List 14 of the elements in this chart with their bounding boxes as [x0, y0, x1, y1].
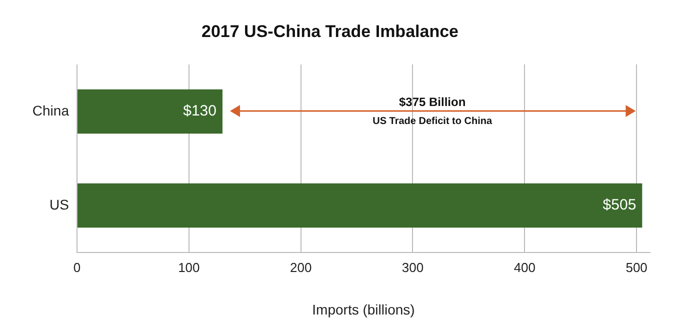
data-label: $130: [183, 102, 216, 120]
annotation: US Trade Deficit to China: [372, 116, 492, 128]
y-tick-label: China: [32, 102, 70, 118]
x-tick-label: 200: [290, 260, 312, 275]
y-tick-label: US: [50, 196, 69, 212]
x-tick-label: 0: [73, 260, 81, 275]
chart-title: 2017 US-China Trade Imbalance: [202, 22, 458, 41]
x-tick-label: 400: [514, 260, 536, 275]
x-tick-label: 100: [178, 260, 200, 275]
data-label: $505: [602, 196, 636, 214]
x-tick-label: 500: [626, 260, 648, 275]
x-axis-title: Imports (billions): [312, 301, 415, 318]
annotation: $375 Billion: [398, 94, 466, 109]
x-tick-label: 300: [402, 260, 424, 275]
